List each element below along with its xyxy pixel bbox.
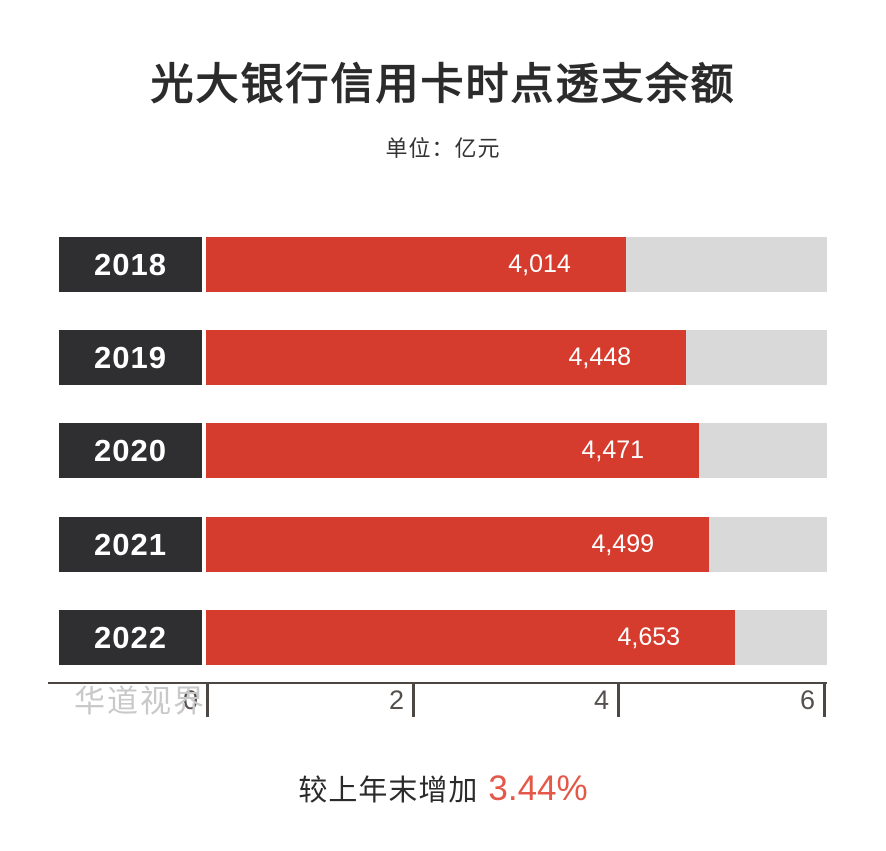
bar-value-2022: 4,653 xyxy=(617,623,681,651)
chart-title: 光大银行信用卡时点透支余额 xyxy=(150,61,736,109)
bar-row-2018: 2018 4,014 xyxy=(59,237,827,292)
bar-value-2018: 4,014 xyxy=(508,250,571,278)
bar-value-2020: 4,471 xyxy=(581,436,645,464)
footer-summary-text: 较上年末增加 xyxy=(298,775,479,807)
bar-row-2019: 2019 4,448 xyxy=(59,330,827,385)
x-axis-tick-label-0: 0 xyxy=(182,685,198,715)
x-axis-line xyxy=(48,682,827,684)
bar-value-2021: 4,499 xyxy=(591,530,654,558)
bar-track-2020: 4,471 xyxy=(206,423,827,478)
bar-2020: 4,471 xyxy=(206,423,700,478)
bar-track-2022: 4,653 xyxy=(206,610,827,665)
bar-value-2019: 4,448 xyxy=(568,343,632,371)
year-label-2018: 2018 xyxy=(59,237,202,292)
year-label-2019: 2019 xyxy=(59,330,202,385)
x-axis-tick-2 xyxy=(412,682,415,717)
year-label-2022: 2022 xyxy=(59,610,202,665)
x-axis-tick-label-2: 2 xyxy=(388,685,404,715)
year-label-2020: 2020 xyxy=(59,423,202,478)
bar-row-2020: 2020 4,471 xyxy=(59,423,827,478)
bar-row-2021: 2021 4,499 xyxy=(59,517,827,572)
bar-2018: 4,014 xyxy=(206,237,626,292)
x-axis-tick-label-4: 4 xyxy=(593,685,609,715)
bar-2021: 4,499 xyxy=(206,517,709,572)
footer-summary: 较上年末增加 3.44% xyxy=(0,767,886,809)
x-axis-tick-6 xyxy=(823,682,826,717)
watermark: 华道视界 xyxy=(74,684,206,719)
unit-label: 单位：亿元 xyxy=(385,136,501,161)
bar-2022: 4,653 xyxy=(206,610,736,665)
bar-row-2022: 2022 4,653 xyxy=(59,610,827,665)
x-axis-tick-label-6: 6 xyxy=(799,685,815,715)
x-axis-tick-4 xyxy=(617,682,620,717)
bar-track-2019: 4,448 xyxy=(206,330,827,385)
year-label-2021: 2021 xyxy=(59,517,202,572)
x-axis-tick-0 xyxy=(206,682,209,717)
bar-2019: 4,448 xyxy=(206,330,687,385)
bar-track-2018: 4,014 xyxy=(206,237,827,292)
footer-growth-percentage: 3.44% xyxy=(488,769,588,808)
bar-track-2021: 4,499 xyxy=(206,517,827,572)
